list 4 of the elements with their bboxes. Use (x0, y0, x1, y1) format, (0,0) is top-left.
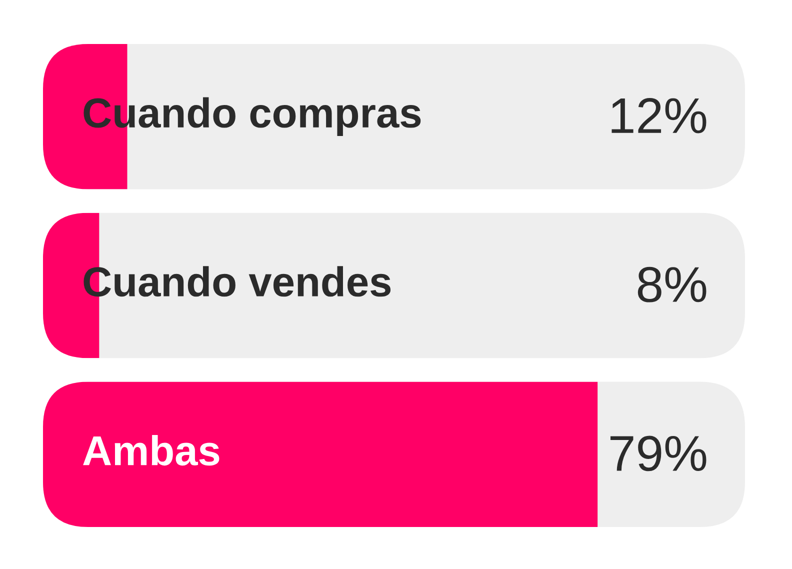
data-label: 12% (612, 98, 706, 134)
data-label: 8% (638, 266, 706, 302)
y-tick-label: Ambas (83, 434, 220, 466)
data-label: 79% (610, 436, 706, 472)
